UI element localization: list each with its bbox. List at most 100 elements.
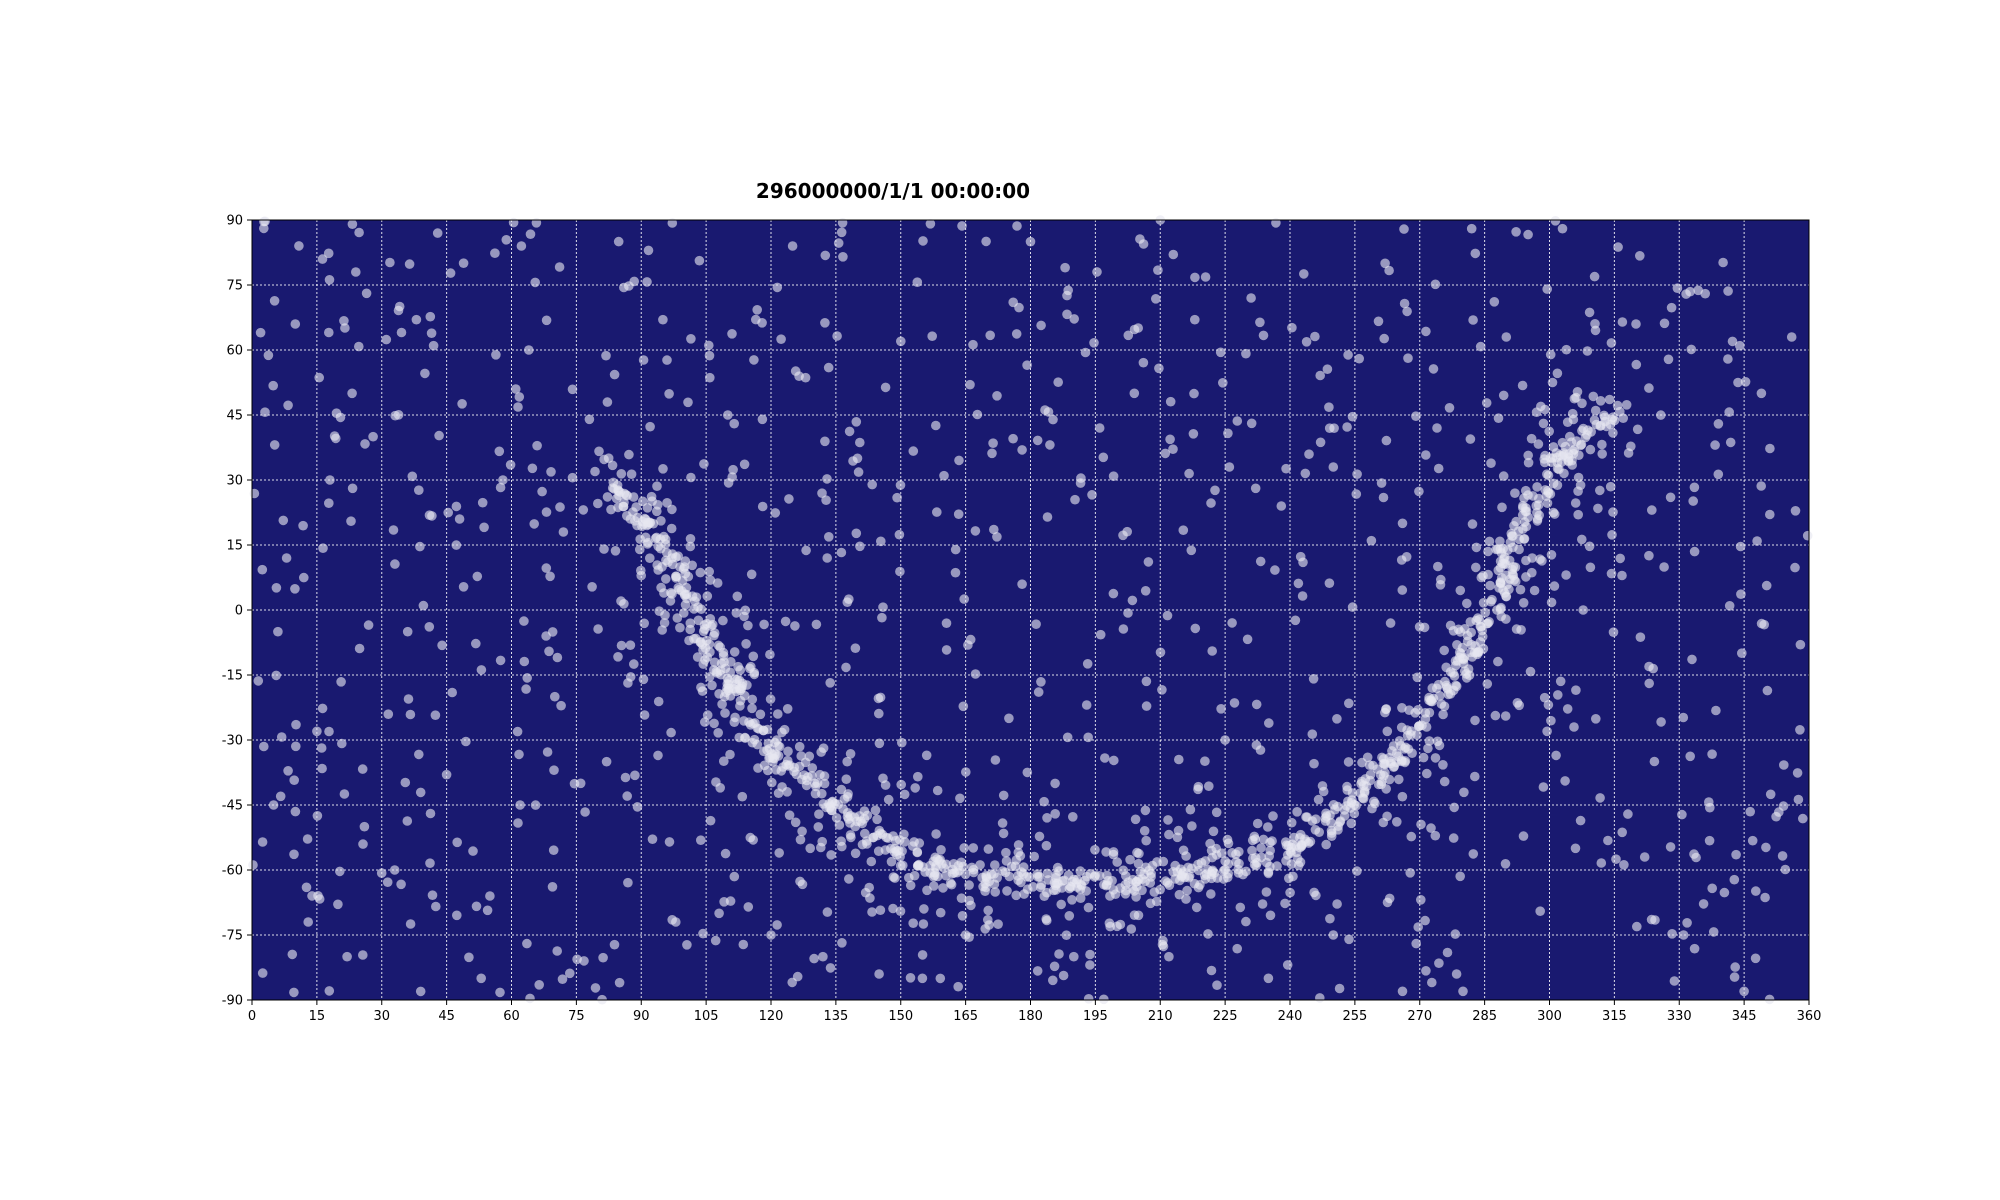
data-point [912, 277, 923, 288]
data-point [642, 520, 652, 531]
data-point [837, 938, 847, 948]
data-point [1397, 703, 1407, 713]
data-point [1346, 818, 1357, 829]
data-point [1085, 949, 1095, 960]
data-point [316, 743, 327, 753]
data-point [1089, 338, 1099, 348]
data-point [1609, 415, 1620, 426]
data-point [1206, 498, 1216, 508]
data-point [521, 684, 531, 694]
data-point [1181, 894, 1191, 904]
data-point [1099, 994, 1109, 1005]
y-axis: -90 -75 -60 -45 -30 -15 0 15 30 45 60 75 90 [222, 214, 252, 1009]
data-point [850, 848, 861, 859]
data-point [998, 828, 1009, 839]
data-point [768, 753, 778, 763]
data-point [324, 498, 334, 509]
data-point [1056, 899, 1066, 910]
data-point [1537, 556, 1547, 566]
data-point [1108, 471, 1119, 482]
data-point [631, 502, 641, 512]
data-point [1545, 453, 1556, 463]
data-point [1482, 679, 1493, 689]
data-point [1346, 797, 1357, 808]
data-point [981, 236, 991, 247]
data-point [404, 259, 415, 269]
data-point [684, 635, 694, 646]
data-point [910, 783, 920, 793]
data-point [1550, 216, 1561, 226]
data-point [1686, 344, 1697, 355]
y-tick-label: 90 [226, 214, 243, 229]
x-tick-label: 135 [823, 1009, 848, 1024]
data-point [354, 341, 364, 352]
data-point [826, 850, 836, 860]
data-point [1525, 666, 1536, 677]
data-point [980, 886, 990, 896]
data-point [1533, 439, 1544, 449]
data-point [850, 643, 861, 653]
data-point [865, 893, 875, 903]
data-point [580, 807, 590, 817]
data-point [1416, 819, 1426, 830]
data-point [1434, 958, 1444, 968]
data-point [896, 336, 906, 347]
data-point [445, 268, 456, 278]
data-point [1184, 468, 1194, 479]
data-point [822, 907, 833, 917]
data-point [607, 460, 618, 471]
data-point [643, 537, 653, 548]
data-point [614, 977, 625, 988]
data-point [960, 930, 971, 940]
data-point [638, 674, 649, 685]
data-point [687, 560, 697, 571]
data-point [1104, 918, 1115, 928]
data-point [1733, 377, 1743, 388]
data-point [859, 806, 870, 816]
data-point [531, 218, 542, 228]
data-point [1189, 388, 1199, 399]
data-point [1455, 871, 1465, 882]
x-tick-label: 300 [1537, 1009, 1562, 1024]
data-point [836, 784, 847, 795]
x-tick-label: 180 [1018, 1009, 1043, 1024]
data-point [1448, 626, 1459, 636]
data-point [945, 878, 956, 888]
data-point [1527, 567, 1537, 578]
data-point [471, 638, 481, 649]
data-point [1293, 578, 1304, 589]
data-point [1678, 712, 1689, 723]
data-point [1546, 597, 1557, 608]
data-point [556, 700, 566, 711]
data-point [671, 573, 681, 583]
data-point [1617, 570, 1627, 581]
data-point [1549, 581, 1560, 591]
data-point [982, 874, 992, 884]
data-point [1411, 938, 1421, 949]
data-point [1284, 873, 1294, 884]
data-point [652, 481, 662, 492]
data-point [312, 811, 323, 821]
data-point [336, 677, 346, 687]
data-point [739, 459, 750, 470]
data-point [918, 919, 929, 929]
data-point [1528, 491, 1538, 501]
y-tick-label: -45 [222, 799, 243, 814]
data-point [1109, 755, 1119, 766]
data-point [1325, 913, 1335, 924]
data-point [1667, 929, 1677, 939]
data-point [897, 737, 907, 748]
data-point [1595, 396, 1606, 406]
data-point [1397, 791, 1408, 802]
data-point [1578, 423, 1589, 434]
data-point [679, 590, 690, 601]
data-point [382, 877, 393, 887]
data-point [283, 766, 293, 776]
data-point [851, 417, 862, 427]
data-point [685, 541, 696, 552]
data-point [1475, 341, 1486, 352]
data-point [710, 935, 721, 946]
data-point [1004, 713, 1014, 724]
data-point [1486, 458, 1496, 469]
data-point [1607, 530, 1617, 540]
